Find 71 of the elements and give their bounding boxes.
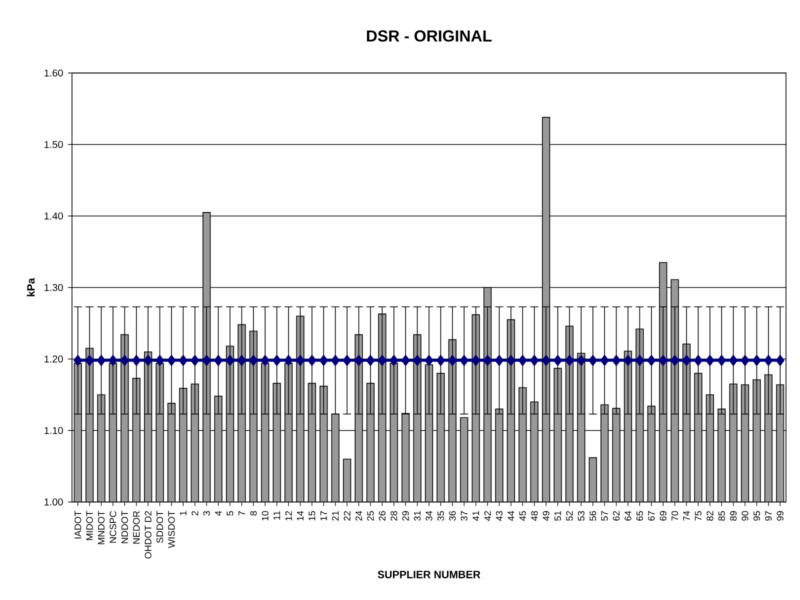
x-tick-label: 85	[718, 511, 725, 521]
x-tick-label: 29	[402, 511, 409, 521]
x-tick-label: 37	[460, 511, 468, 521]
x-tick-label: 51	[554, 511, 562, 521]
x-axis-title: SUPPLIER NUMBER	[378, 570, 480, 578]
x-tick-label: 95	[753, 511, 760, 521]
x-tick-label: 21	[332, 511, 339, 521]
y-tick-label: 1.10	[44, 426, 63, 434]
x-tick-label: 74	[683, 510, 690, 521]
x-tick-label: 2	[192, 511, 198, 516]
x-tick-label: 11	[274, 511, 280, 520]
x-tick-label: 7	[238, 511, 245, 516]
x-tick-label: 53	[578, 511, 584, 521]
x-tick-label: 56	[590, 511, 596, 521]
x-tick-label: 82	[706, 511, 714, 521]
x-tick-label: 43	[496, 511, 503, 521]
x-tick-label: 48	[531, 511, 538, 521]
x-tick-label: SDDOT	[156, 510, 164, 543]
x-tick-label: 52	[566, 511, 573, 521]
x-tick-label: 31	[414, 511, 421, 521]
x-tick-label: 67	[648, 511, 655, 521]
x-tick-label: 1	[180, 511, 186, 516]
x-tick-label: 90	[742, 511, 748, 521]
x-tick-label: 34	[426, 510, 432, 521]
x-tick-label: 69	[660, 511, 666, 521]
x-tick-label: 45	[519, 511, 526, 521]
x-tick-label: 57	[601, 511, 608, 521]
x-tick-label: WISDOT	[168, 510, 175, 548]
x-tick-label: 35	[437, 511, 444, 521]
x-tick-label: MIDOT	[86, 510, 93, 540]
x-tick-label: 8	[250, 511, 257, 516]
y-axis-title: kPa	[26, 278, 35, 296]
x-tick-label: 10	[262, 511, 268, 520]
x-tick-label: 36	[449, 511, 456, 521]
y-tick-label: 1.20	[44, 355, 63, 363]
chart-title: DSR - ORIGINAL	[366, 30, 492, 42]
x-tick-label: 70	[672, 511, 678, 521]
x-tick-label: 12	[285, 511, 292, 520]
x-tick-label: 65	[636, 511, 643, 521]
x-tick-label: 89	[730, 511, 737, 521]
x-tick-label: 44	[508, 510, 514, 521]
x-tick-label: 62	[612, 511, 620, 521]
x-tick-label: 22	[344, 511, 350, 521]
x-tick-label: 41	[472, 511, 480, 521]
x-tick-label: NDDOT	[121, 510, 128, 544]
x-tick-label: 64	[624, 510, 632, 521]
x-tick-label: NCSPC	[110, 511, 116, 543]
y-tick-label: 1.30	[44, 284, 63, 292]
x-tick-label: 42	[484, 511, 491, 521]
x-tick-label: MNDOT	[98, 510, 105, 544]
x-tick-label: 24	[356, 510, 362, 521]
x-tick-label: NEDOR	[133, 511, 140, 544]
y-tick-label: 1.40	[44, 212, 63, 220]
x-tick-label: 15	[308, 511, 316, 520]
y-tick-label: 1.50	[44, 140, 63, 148]
x-tick-label: 17	[320, 511, 327, 520]
x-tick-label: 28	[390, 511, 398, 521]
x-tick-label: 99	[776, 511, 784, 521]
x-tick-label: 25	[367, 511, 374, 521]
x-tick-label: 75	[694, 511, 702, 521]
x-tick-label: 5	[226, 511, 234, 516]
x-tick-label: 4	[215, 510, 222, 516]
x-tick-label: 14	[297, 510, 304, 520]
x-tick-label: 49	[542, 511, 550, 521]
x-tick-label: 3	[203, 511, 210, 516]
x-tick-label: OHDOT D2	[144, 511, 152, 558]
x-tick-label: 97	[765, 511, 772, 521]
y-tick-label: 1.00	[44, 498, 63, 506]
x-tick-label: IADOT	[74, 510, 82, 538]
y-tick-label: 1.60	[44, 69, 63, 77]
x-tick-label: 26	[378, 511, 386, 521]
